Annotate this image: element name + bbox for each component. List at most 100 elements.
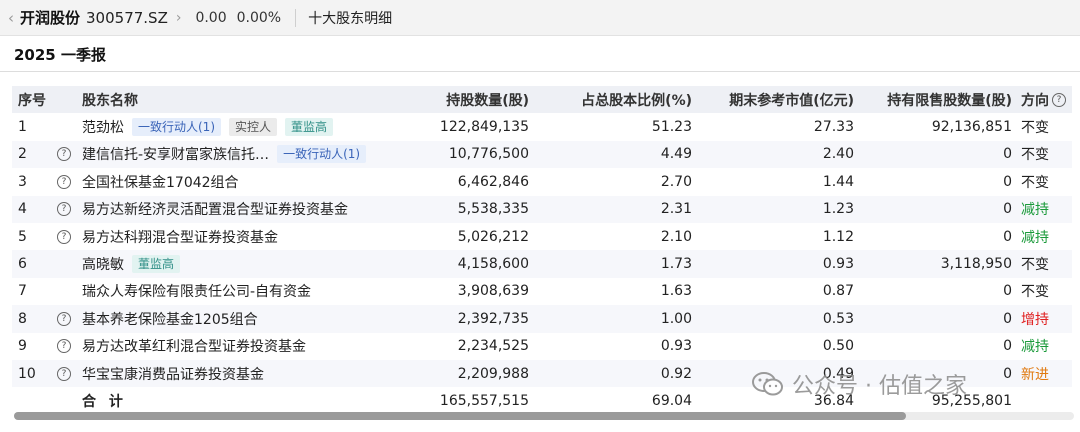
- stock-price: 0.00: [195, 9, 227, 26]
- row-index: 6: [18, 256, 27, 273]
- wechat-icon: [752, 372, 783, 396]
- restricted-cell: 0: [1003, 201, 1012, 218]
- table-row[interactable]: 6 高晓敏 董监高 4,158,600 1.73 0.93 3,118,950 不变: [12, 250, 1072, 278]
- shares-cell: 6,462,846: [457, 173, 529, 190]
- shareholder-name[interactable]: 易方达改革红利混合型证券投资基金: [82, 339, 306, 356]
- question-icon[interactable]: ?: [57, 202, 71, 217]
- question-icon[interactable]: ?: [57, 311, 71, 326]
- total-market-value: 36.84: [813, 392, 854, 409]
- report-period-header: 2025 一季报: [0, 37, 1080, 72]
- market-value-cell: 2.40: [822, 146, 854, 163]
- shareholder-tag: 董监高: [132, 255, 181, 274]
- direction-cell: 不变: [1021, 257, 1049, 274]
- help-cell: ?: [56, 223, 72, 250]
- question-icon[interactable]: ?: [1052, 92, 1066, 107]
- shareholder-name[interactable]: 易方达新经济灵活配置混合型证券投资基金: [82, 202, 348, 219]
- direction-cell: 不变: [1021, 174, 1049, 191]
- shareholder-name[interactable]: 易方达科翔混合型证券投资基金: [82, 229, 278, 246]
- shares-cell: 4,158,600: [457, 256, 529, 273]
- direction-cell: 减持: [1021, 202, 1049, 219]
- direction-cell: 不变: [1021, 120, 1049, 137]
- shares-cell: 2,209,988: [457, 365, 529, 382]
- restricted-cell: 0: [1003, 338, 1012, 355]
- help-cell: ?: [56, 333, 72, 360]
- chevron-left-icon[interactable]: ‹: [8, 8, 14, 27]
- shareholder-tag: 一致行动人(1): [132, 118, 221, 137]
- top-bar: ‹ 开润股份 300577.SZ › 0.00 0.00% 十大股东明细: [0, 0, 1080, 36]
- table-body: 1 范劲松 一致行动人(1) 实控人 董监高 122,849,135 51.23 27.33 9…: [12, 113, 1072, 388]
- table-row[interactable]: 2? 建信信托-安享财富家族信托… 一致行动人(1) 10,776,500 4.49 2.…: [12, 140, 1072, 169]
- chevron-right-icon[interactable]: ›: [175, 9, 182, 26]
- ratio-cell: 2.70: [660, 173, 692, 190]
- market-value-cell: 1.12: [822, 228, 854, 245]
- total-ratio: 69.04: [651, 392, 692, 409]
- name-cell: 华宝宝康消费品证券投资基金: [82, 360, 394, 387]
- table-total-row: 合 计 165,557,515 69.04 36.84 95,255,801: [12, 387, 1072, 414]
- market-value-cell: 0.50: [822, 338, 854, 355]
- shareholder-tag: 实控人: [229, 118, 278, 137]
- direction-cell: 减持: [1021, 229, 1049, 246]
- table-row[interactable]: 10? 华宝宝康消费品证券投资基金 2,209,988 0.92 0.49 0 新进: [12, 359, 1072, 388]
- header-restricted[interactable]: 持有限售股数量(股): [887, 92, 1012, 109]
- shares-cell: 5,538,335: [457, 201, 529, 218]
- shareholder-name[interactable]: 华宝宝康消费品证券投资基金: [82, 366, 264, 383]
- name-cell: 范劲松 一致行动人(1) 实控人 董监高: [82, 113, 394, 140]
- shareholder-name[interactable]: 范劲松: [82, 120, 124, 137]
- row-index: 1: [18, 119, 27, 136]
- question-icon[interactable]: ?: [57, 147, 71, 162]
- market-value-cell: 27.33: [813, 119, 854, 136]
- shares-cell: 5,026,212: [457, 228, 529, 245]
- shareholder-name[interactable]: 全国社保基金17042组合: [82, 174, 239, 191]
- shareholder-name[interactable]: 瑞众人寿保险有限责任公司-自有资金: [82, 284, 312, 301]
- help-cell: ?: [56, 196, 72, 223]
- shareholder-name[interactable]: 建信信托-安享财富家族信托…: [82, 147, 270, 164]
- header-name[interactable]: 股东名称: [82, 92, 138, 109]
- restricted-cell: 0: [1003, 283, 1012, 300]
- table-header-row: 序号 股东名称 持股数量(股) 占总股本比例(%) 期末参考市值(亿元) 持有限…: [12, 86, 1072, 114]
- watermark: 公众号 · 估值之家: [752, 368, 967, 400]
- direction-cell: 不变: [1021, 284, 1049, 301]
- restricted-cell: 3,118,950: [940, 256, 1012, 273]
- header-ratio[interactable]: 占总股本比例(%): [581, 92, 692, 109]
- row-index: 5: [18, 228, 27, 245]
- question-icon[interactable]: ?: [57, 174, 71, 189]
- restricted-cell: 0: [1003, 365, 1012, 382]
- table-row[interactable]: 3? 全国社保基金17042组合 6,462,846 2.70 1.44 0 不变: [12, 168, 1072, 195]
- row-index: 2: [18, 146, 27, 163]
- ratio-cell: 0.92: [660, 365, 692, 382]
- table-row[interactable]: 5? 易方达科翔混合型证券投资基金 5,026,212 2.10 1.12 0 减持: [12, 223, 1072, 250]
- table-row[interactable]: 4? 易方达新经济灵活配置混合型证券投资基金 5,538,335 2.31 1.23 0 减…: [12, 195, 1072, 223]
- question-icon[interactable]: ?: [57, 366, 71, 381]
- market-value-cell: 0.87: [822, 283, 854, 300]
- ratio-cell: 1.00: [660, 310, 692, 327]
- restricted-cell: 0: [1003, 228, 1012, 245]
- total-shares: 165,557,515: [439, 392, 529, 409]
- header-shares[interactable]: 持股数量(股): [446, 92, 529, 109]
- stock-name[interactable]: 开润股份: [20, 9, 81, 27]
- watermark-text: 公众号 · 估值之家: [792, 374, 967, 399]
- shareholder-name[interactable]: 高晓敏: [82, 257, 124, 274]
- ratio-cell: 1.63: [660, 283, 692, 300]
- report-period-title: 2025 一季报: [14, 45, 106, 64]
- market-value-cell: 0.93: [822, 256, 854, 273]
- shareholder-name[interactable]: 基本养老保险基金1205组合: [82, 311, 258, 328]
- stock-change-pct: 0.00%: [236, 9, 282, 26]
- page-title: 十大股东明细: [308, 10, 393, 27]
- table-row[interactable]: 7 瑞众人寿保险有限责任公司-自有资金 3,908,639 1.63 0.87 0 不变: [12, 278, 1072, 305]
- table-row[interactable]: 8? 基本养老保险基金1205组合 2,392,735 1.00 0.53 0 增持: [12, 305, 1072, 333]
- row-index: 9: [18, 338, 27, 355]
- market-value-cell: 1.23: [822, 201, 854, 218]
- ratio-cell: 4.49: [660, 146, 692, 163]
- question-icon[interactable]: ?: [57, 339, 71, 354]
- name-cell: 全国社保基金17042组合: [82, 168, 394, 195]
- table-row[interactable]: 9? 易方达改革红利混合型证券投资基金 2,234,525 0.93 0.50 0 减持: [12, 333, 1072, 360]
- header-market-value[interactable]: 期末参考市值(亿元): [729, 92, 854, 109]
- divider: [295, 8, 297, 27]
- shares-cell: 2,234,525: [457, 338, 529, 355]
- shareholders-table: 序号 股东名称 持股数量(股) 占总股本比例(%) 期末参考市值(亿元) 持有限…: [12, 86, 1072, 415]
- stock-code: 300577.SZ: [86, 8, 168, 27]
- horizontal-scrollbar-thumb[interactable]: [14, 412, 906, 420]
- table-row[interactable]: 1 范劲松 一致行动人(1) 实控人 董监高 122,849,135 51.23 27.33 9…: [12, 113, 1072, 140]
- question-icon[interactable]: ?: [57, 229, 71, 244]
- help-cell: ?: [56, 168, 72, 195]
